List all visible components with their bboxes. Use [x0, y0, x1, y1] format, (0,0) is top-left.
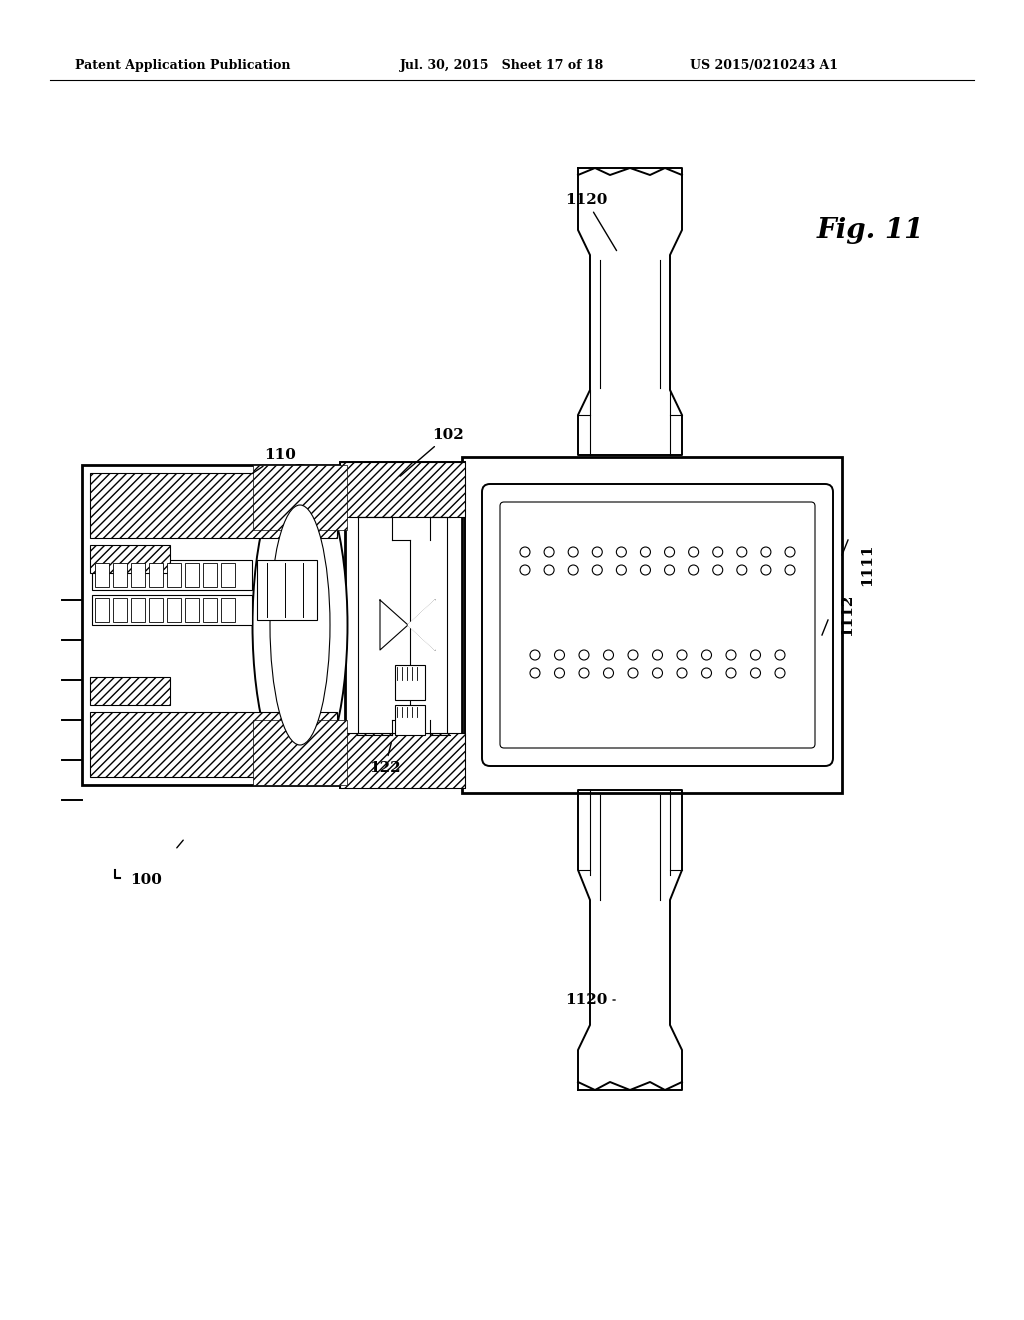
Circle shape — [579, 668, 589, 678]
Bar — [90, 473, 337, 539]
Circle shape — [761, 565, 771, 576]
Bar — [221, 598, 234, 622]
Text: Patent Application Publication: Patent Application Publication — [75, 58, 291, 71]
Bar — [150, 564, 163, 587]
Text: 1120: 1120 — [565, 193, 616, 251]
Circle shape — [544, 565, 554, 576]
Text: 1112: 1112 — [840, 594, 854, 636]
Bar — [358, 517, 447, 733]
Bar — [167, 564, 181, 587]
Bar — [90, 711, 337, 777]
Circle shape — [592, 546, 602, 557]
Circle shape — [726, 649, 736, 660]
Circle shape — [726, 668, 736, 678]
Circle shape — [603, 649, 613, 660]
Circle shape — [520, 546, 530, 557]
Circle shape — [603, 668, 613, 678]
Circle shape — [544, 546, 554, 557]
Bar — [221, 564, 234, 587]
Bar — [257, 560, 317, 620]
Ellipse shape — [270, 506, 330, 744]
Bar — [131, 564, 145, 587]
Circle shape — [688, 565, 698, 576]
Ellipse shape — [253, 465, 347, 785]
Circle shape — [751, 668, 761, 678]
Circle shape — [701, 649, 712, 660]
Bar — [90, 545, 170, 573]
Circle shape — [616, 565, 627, 576]
Circle shape — [640, 565, 650, 576]
Text: 100: 100 — [130, 873, 162, 887]
Bar — [203, 564, 217, 587]
Bar — [113, 598, 127, 622]
Circle shape — [775, 649, 785, 660]
Circle shape — [530, 649, 540, 660]
Bar — [95, 564, 109, 587]
Circle shape — [785, 546, 795, 557]
Text: Fig. 11: Fig. 11 — [816, 216, 924, 243]
Polygon shape — [578, 168, 682, 455]
Bar — [340, 733, 465, 788]
Circle shape — [665, 565, 675, 576]
Bar — [82, 465, 345, 785]
Polygon shape — [408, 601, 435, 649]
Circle shape — [628, 668, 638, 678]
Circle shape — [555, 668, 564, 678]
Bar — [185, 564, 199, 587]
Bar — [395, 705, 425, 735]
FancyBboxPatch shape — [500, 502, 815, 748]
Bar — [340, 462, 465, 517]
Circle shape — [628, 649, 638, 660]
Circle shape — [688, 546, 698, 557]
Text: 102: 102 — [400, 428, 464, 477]
Circle shape — [652, 668, 663, 678]
Bar — [203, 598, 217, 622]
Circle shape — [530, 668, 540, 678]
Circle shape — [568, 546, 579, 557]
Bar — [395, 665, 425, 700]
Bar — [92, 560, 252, 590]
Text: 1111: 1111 — [860, 544, 874, 586]
Circle shape — [737, 546, 746, 557]
Circle shape — [592, 565, 602, 576]
Circle shape — [775, 668, 785, 678]
Circle shape — [616, 546, 627, 557]
Polygon shape — [578, 789, 682, 1090]
Circle shape — [761, 546, 771, 557]
Circle shape — [520, 565, 530, 576]
Circle shape — [701, 668, 712, 678]
Text: US 2015/0210243 A1: US 2015/0210243 A1 — [690, 58, 838, 71]
Circle shape — [751, 649, 761, 660]
Bar — [150, 598, 163, 622]
Bar — [185, 598, 199, 622]
Circle shape — [665, 546, 675, 557]
Text: 1120: 1120 — [565, 993, 615, 1007]
Bar — [167, 598, 181, 622]
Bar — [113, 564, 127, 587]
Bar — [90, 677, 170, 705]
Text: Jul. 30, 2015   Sheet 17 of 18: Jul. 30, 2015 Sheet 17 of 18 — [400, 58, 604, 71]
Bar — [131, 598, 145, 622]
Circle shape — [677, 668, 687, 678]
Circle shape — [713, 546, 723, 557]
Circle shape — [579, 649, 589, 660]
FancyBboxPatch shape — [482, 484, 833, 766]
Circle shape — [713, 565, 723, 576]
Bar — [95, 598, 109, 622]
Circle shape — [640, 546, 650, 557]
Bar — [340, 462, 465, 788]
Text: 122: 122 — [370, 743, 400, 775]
Bar — [253, 465, 347, 531]
Bar — [462, 457, 842, 793]
Circle shape — [652, 649, 663, 660]
Circle shape — [785, 565, 795, 576]
Circle shape — [677, 649, 687, 660]
Circle shape — [737, 565, 746, 576]
Text: 110: 110 — [252, 447, 296, 474]
Bar — [92, 595, 252, 624]
Bar — [253, 719, 347, 785]
Polygon shape — [380, 601, 408, 649]
Circle shape — [568, 565, 579, 576]
Circle shape — [555, 649, 564, 660]
